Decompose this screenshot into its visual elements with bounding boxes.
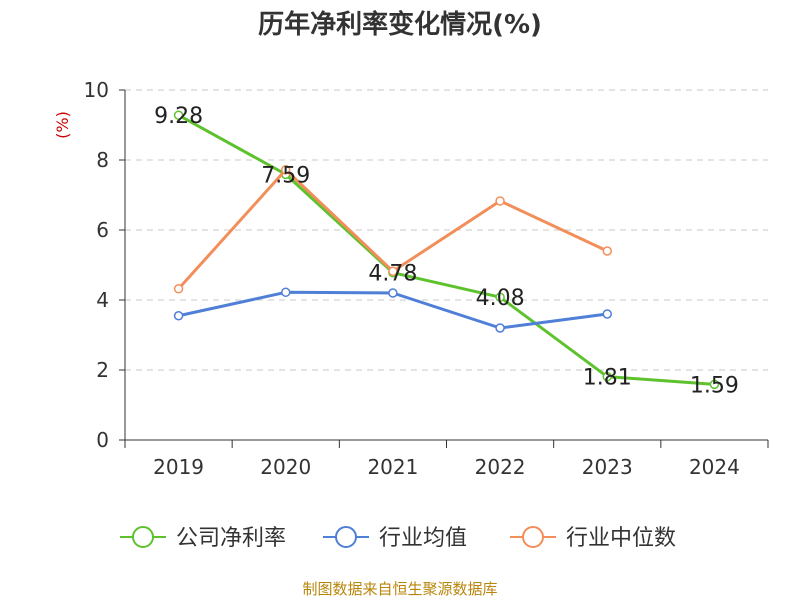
legend-label: 行业均值 xyxy=(379,526,467,551)
data-point xyxy=(281,165,291,175)
gridlines xyxy=(125,89,768,371)
x-tick-label: 2022 xyxy=(475,455,526,479)
legend-marker xyxy=(132,526,154,548)
legend-item-2: 行业中位数 xyxy=(510,526,676,551)
legend-item-0: 公司净利率 xyxy=(120,526,286,551)
x-tick-label: 2020 xyxy=(260,455,311,479)
data-label: 1.81 xyxy=(583,366,632,391)
y-tick-label: 4 xyxy=(96,288,109,312)
data-point xyxy=(281,287,291,298)
y-tick-label: 10 xyxy=(84,78,109,102)
data-point xyxy=(495,196,505,206)
data-point xyxy=(173,110,184,120)
legend-marker xyxy=(335,526,357,548)
data-label: 1.59 xyxy=(690,373,739,398)
y-tick-label: 8 xyxy=(96,148,109,172)
data-point xyxy=(495,292,505,302)
series-2 xyxy=(173,165,612,294)
series-line xyxy=(177,113,715,386)
legend-label: 公司净利率 xyxy=(176,526,286,551)
y-tick-label: 0 xyxy=(96,428,109,452)
legend: 公司净利率 行业均值 行业中位数 xyxy=(120,526,676,551)
data-label: 9.28 xyxy=(154,104,203,129)
data-point xyxy=(495,323,505,333)
data-point xyxy=(173,284,184,294)
data-point xyxy=(388,266,398,277)
axes: 0 2 4 6 8 10 2019 2020 2021 2022 2023 2024 xyxy=(84,78,769,479)
data-labels: 9.28 7.59 4.78 4.08 1.81 1.59 xyxy=(154,104,739,398)
y-tick-label: 2 xyxy=(96,358,109,382)
data-point xyxy=(602,309,612,319)
legend-marker xyxy=(522,526,544,548)
data-point xyxy=(602,246,612,256)
data-label: 7.59 xyxy=(261,163,310,188)
y-tick-label: 6 xyxy=(96,218,109,242)
legend-label: 行业中位数 xyxy=(566,526,676,551)
source-footer: 制图数据来自恒生聚源数据库 xyxy=(302,580,498,598)
x-tick-label: 2023 xyxy=(582,455,633,479)
series-0 xyxy=(173,110,720,390)
data-point xyxy=(709,379,720,390)
x-tick-label: 2019 xyxy=(153,455,204,479)
series-1 xyxy=(173,287,612,333)
x-tick-label: 2024 xyxy=(689,455,740,479)
data-point xyxy=(388,288,398,298)
data-label: 4.08 xyxy=(476,286,525,311)
series-group xyxy=(173,110,720,390)
x-tick-label: 2021 xyxy=(367,455,418,479)
data-label: 4.78 xyxy=(368,262,417,287)
chart-title: 历年净利率变化情况(%) xyxy=(258,10,542,40)
legend-item-1: 行业均值 xyxy=(323,526,467,551)
data-point xyxy=(173,311,184,321)
y-axis-label: (%) xyxy=(53,111,72,139)
data-point xyxy=(602,371,612,382)
